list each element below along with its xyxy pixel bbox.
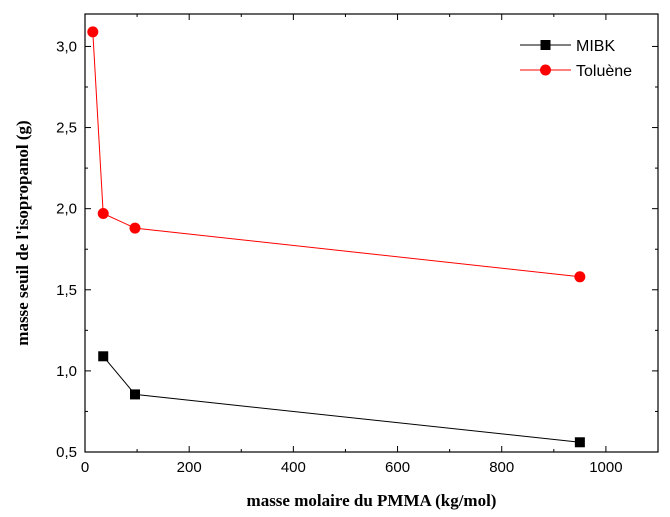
y-tick-label: 1,5: [56, 282, 77, 299]
data-point-tolu-ne: [97, 208, 109, 220]
data-point-mibk: [98, 351, 109, 362]
x-tick-label: 0: [81, 459, 89, 476]
ticks: 0 200 400 600 800 1000 0,5 1,0 1,5 2,0 2,5 3,0: [56, 14, 658, 476]
legend-marker-mibk: [540, 40, 551, 50]
data-point-tolu-ne: [574, 271, 586, 283]
legend: MIBK Toluène: [520, 38, 632, 80]
legend-marker-tolu-ne: [540, 64, 551, 76]
y-axis-title: masse seuil de l'isopropanol (g): [13, 120, 32, 345]
series-line-mibk: [102, 355, 580, 443]
x-tick-label: 800: [489, 459, 514, 476]
y-tick-label: 2,5: [56, 120, 77, 137]
x-tick-label: 400: [281, 459, 306, 476]
data-point-tolu-ne: [129, 222, 141, 234]
y-tick-label: 1,0: [56, 363, 77, 380]
y-tick-label: 3,0: [56, 38, 77, 55]
x-tick-label: 200: [177, 459, 202, 476]
series-line-tolu-ne: [92, 31, 580, 278]
x-tick-label: 600: [385, 459, 410, 476]
legend-label-mibk: MIBK: [576, 38, 615, 55]
y-tick-label: 2,0: [56, 201, 77, 218]
x-tick-label: 1000: [589, 459, 622, 476]
axes: [84, 13, 659, 453]
data-point-tolu-ne: [87, 26, 99, 38]
legend-label-tolu-ne: Toluène: [576, 63, 632, 80]
data-point-mibk: [574, 437, 585, 448]
series-layer: [87, 26, 586, 448]
y-tick-label: 0,5: [56, 444, 77, 461]
data-point-mibk: [130, 389, 141, 400]
plot-frame: [84, 13, 659, 453]
x-axis-title: masse molaire du PMMA (kg/mol): [247, 491, 497, 510]
